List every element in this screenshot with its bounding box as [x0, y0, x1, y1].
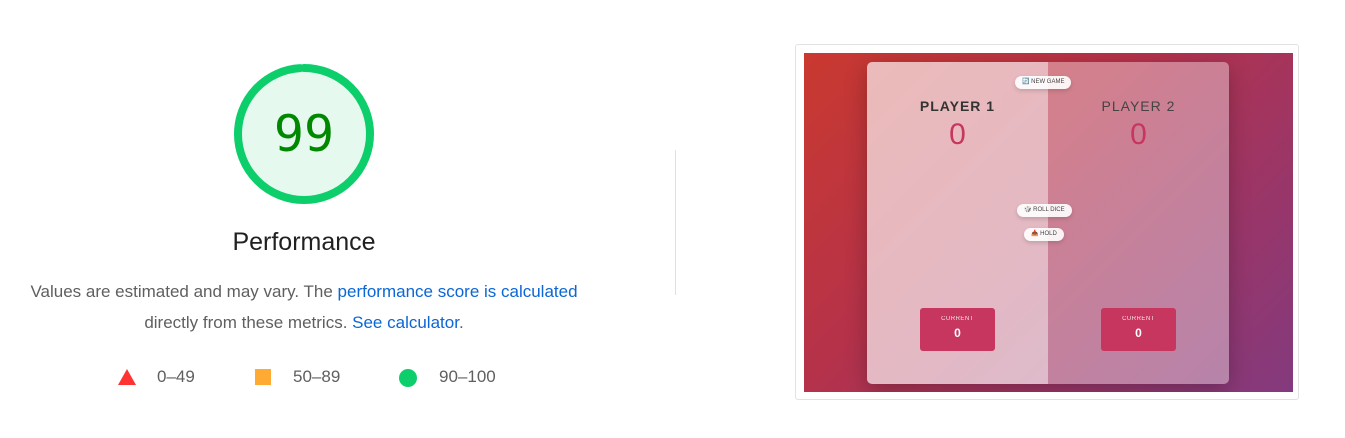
current-label: CURRENT — [941, 316, 974, 322]
screenshot-image: PLAYER 1 0 CURRENT 0 PLAYER 2 0 CURRENT … — [804, 53, 1293, 392]
player-2-name: PLAYER 2 — [1101, 98, 1176, 114]
new-game-button: 🔄 NEW GAME — [1015, 76, 1072, 89]
gauge-svg — [234, 64, 374, 204]
square-icon — [255, 369, 271, 385]
player-2-score: 0 — [1130, 118, 1147, 151]
legend-range: 90–100 — [439, 367, 496, 386]
legend-range: 50–89 — [293, 367, 341, 386]
score-calculated-link[interactable]: performance score is calculated — [337, 282, 578, 301]
gauge-arc — [234, 64, 374, 204]
desc-text-3: . — [458, 313, 464, 332]
player-2-panel: PLAYER 2 0 CURRENT 0 — [1048, 62, 1229, 384]
performance-gauge: 99 — [230, 60, 378, 208]
player-1-name: PLAYER 1 — [919, 98, 996, 114]
circle-icon — [399, 369, 417, 387]
player-1-score: 0 — [949, 118, 966, 151]
roll-dice-button: 🎲 ROLL DICE — [1017, 204, 1072, 217]
gauge-fill — [238, 68, 370, 200]
game-board: PLAYER 1 0 CURRENT 0 PLAYER 2 0 CURRENT … — [867, 62, 1229, 384]
desc-text-1: Values are estimated and may vary. The — [30, 282, 338, 301]
divider — [675, 150, 676, 295]
player-1-current-box: CURRENT 0 — [920, 308, 995, 351]
final-screenshot[interactable]: PLAYER 1 0 CURRENT 0 PLAYER 2 0 CURRENT … — [795, 44, 1299, 400]
desc-text-2: directly from these metrics. — [144, 313, 353, 332]
player-2-current-box: CURRENT 0 — [1101, 308, 1176, 351]
legend-range: 0–49 — [157, 367, 195, 386]
triangle-icon — [118, 369, 136, 385]
player-1-panel: PLAYER 1 0 CURRENT 0 — [867, 62, 1048, 384]
performance-score: 99 — [273, 105, 335, 163]
current-value: 0 — [954, 326, 961, 340]
see-calculator-link[interactable]: See calculator — [352, 313, 459, 332]
gauge-label: Performance — [232, 228, 376, 256]
current-label: CURRENT — [1122, 316, 1155, 322]
score-description: Values are estimated and may vary. The p… — [0, 276, 608, 338]
current-value: 0 — [1135, 326, 1142, 340]
hold-button: 📥 HOLD — [1024, 228, 1064, 241]
